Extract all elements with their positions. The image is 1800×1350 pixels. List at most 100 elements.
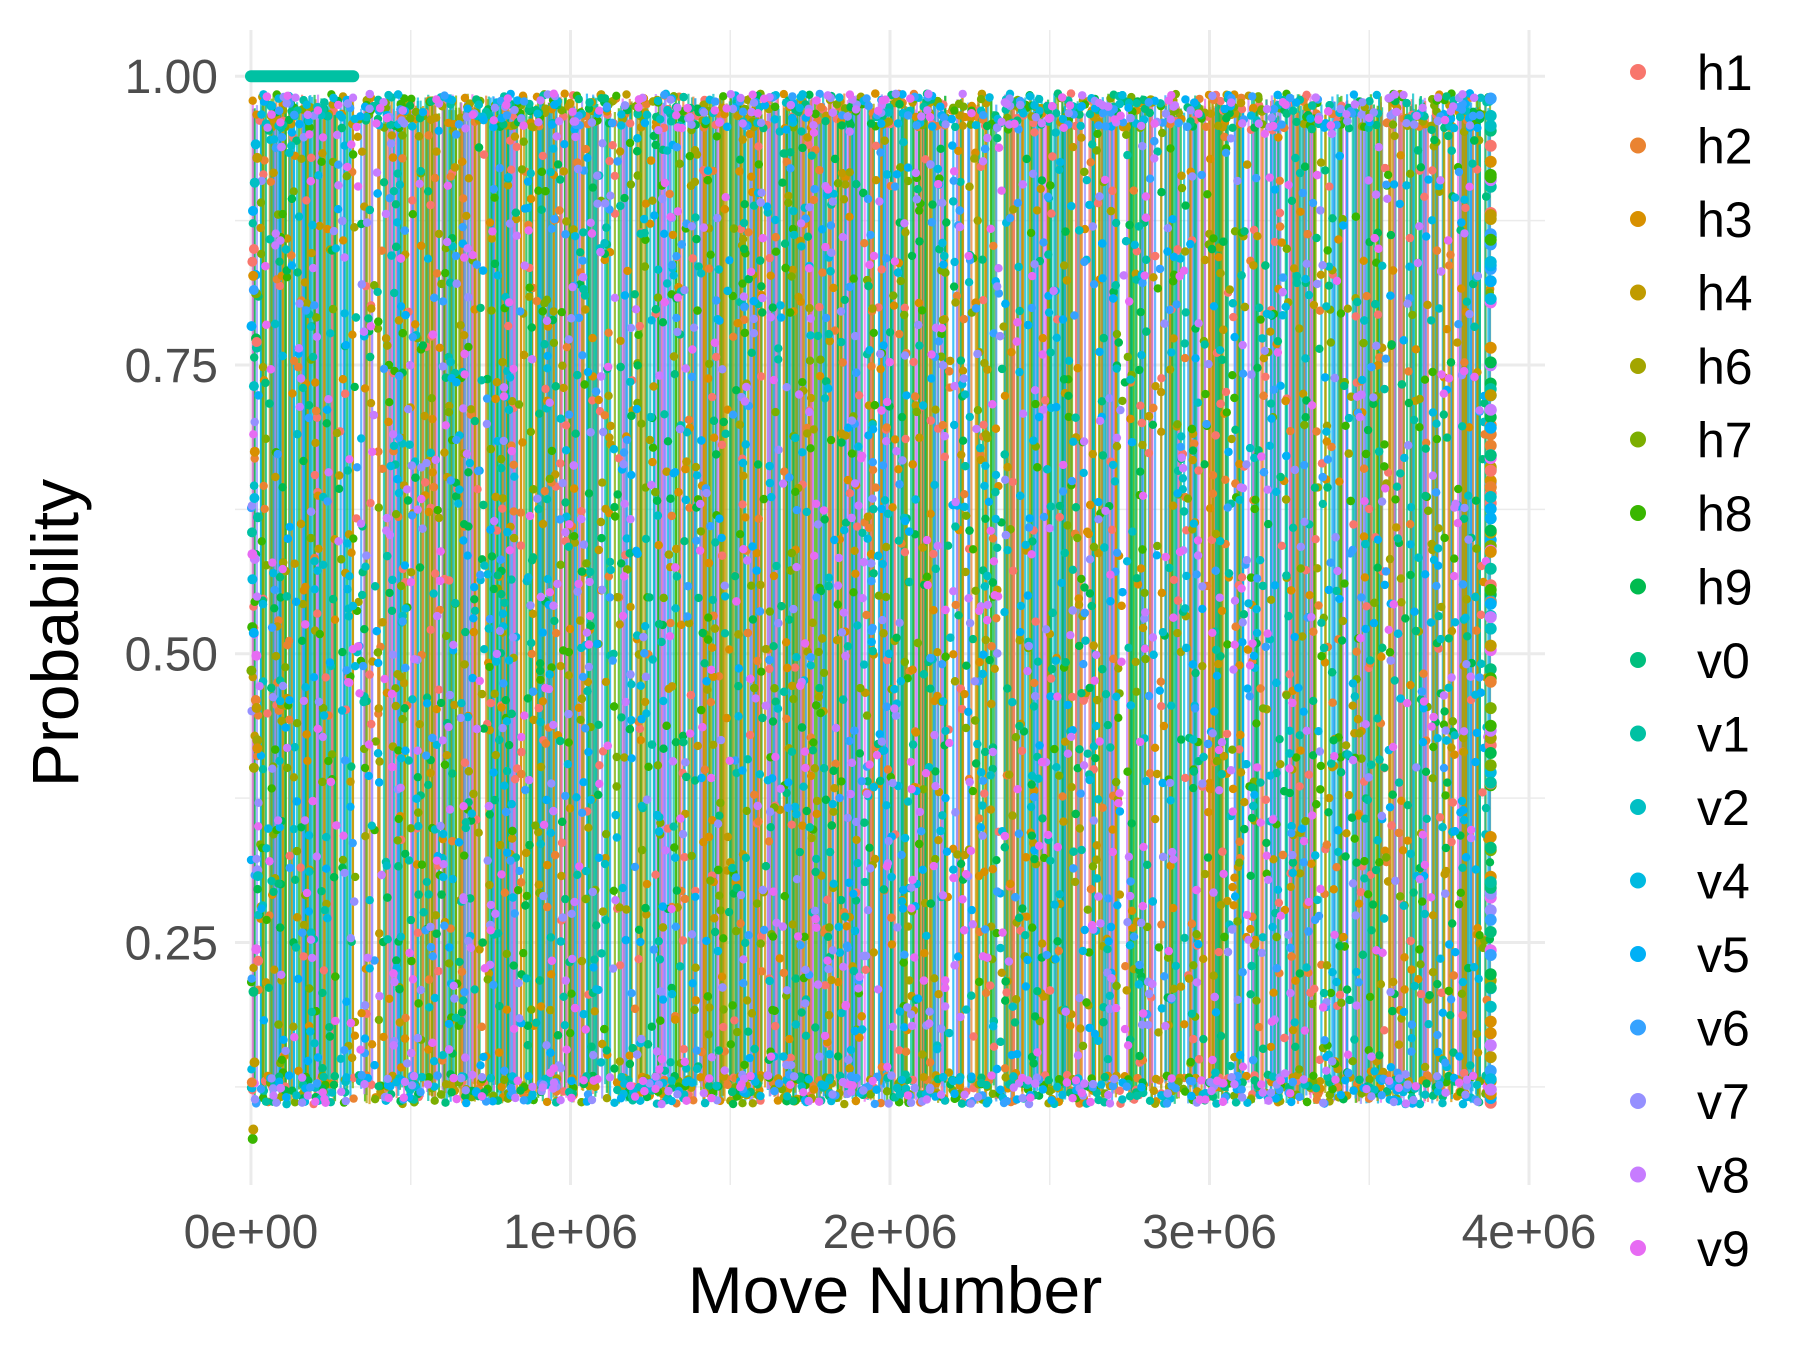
data-point [1295,869,1305,878]
data-point [437,279,446,289]
data-point [931,854,940,864]
data-point [696,1073,705,1082]
data-point [434,685,443,694]
data-point [1389,977,1398,987]
data-point [307,248,316,258]
data-point [1309,627,1318,636]
data-point [900,310,909,320]
data-point [845,168,854,177]
data-point [525,283,534,292]
data-point [811,109,820,119]
data-point [383,341,392,350]
data-point [688,254,697,263]
data-point [385,398,394,407]
data-point [753,656,762,666]
data-point [1280,905,1290,915]
data-point [636,736,645,745]
data-point [625,1051,634,1060]
data-point [1122,986,1131,995]
data-point [1416,960,1425,969]
data-point [367,719,376,729]
data-point [908,460,917,469]
data-point [557,308,566,317]
data-point [1088,449,1098,459]
data-point [950,677,960,686]
data-point [551,628,561,638]
data-point [374,317,383,326]
data-point [1107,525,1117,534]
data-point [1085,683,1094,693]
data-point [1180,353,1190,363]
data-point [1046,181,1055,190]
data-point [894,465,903,474]
data-point [889,301,899,310]
data-point [1441,843,1451,853]
data-point [648,443,658,452]
data-point [377,246,387,255]
data-point [302,196,311,205]
data-point [1062,276,1072,285]
data-point [816,708,825,718]
data-point [283,763,292,773]
data-point [1396,892,1405,901]
data-point [1216,269,1225,278]
data-point [832,636,842,645]
data-point [833,600,842,609]
data-point [851,569,860,578]
data-point [651,870,660,879]
data-point [1392,523,1401,532]
data-point [740,328,749,338]
data-point [900,548,910,557]
data-point [980,789,989,798]
data-point [1340,579,1349,588]
data-point [541,739,550,748]
data-point [623,266,632,276]
data-point [1243,160,1252,169]
data-point [387,131,396,140]
data-point [645,435,655,445]
data-point [260,156,269,165]
data-point [1184,974,1194,983]
data-point [837,168,847,178]
data-point [317,157,326,166]
data-point [388,153,398,162]
data-point [456,321,465,330]
data-point [911,728,921,737]
data-point [576,616,585,625]
data-point [1138,545,1147,554]
data-point [754,817,763,826]
data-point [1243,645,1253,654]
data-point [559,383,568,393]
data-point [717,972,727,981]
data-point [1121,962,1130,971]
data-point [366,498,375,508]
data-point [1201,389,1210,399]
data-point [756,580,765,590]
data-point [1187,919,1197,928]
data-point [997,968,1006,977]
data-point [396,581,406,591]
data-point [1140,588,1149,598]
data-point [812,701,821,710]
data-point [1316,158,1326,167]
data-point [709,672,718,682]
data-point [704,1030,713,1039]
data-point [532,296,542,306]
data-point [710,914,719,923]
data-point [396,672,405,681]
data-point [1151,1074,1161,1084]
data-point [988,534,998,543]
data-point [1166,861,1175,870]
data-point [723,1080,732,1090]
data-point [330,615,340,624]
data-point [725,645,734,654]
data-point [1208,489,1218,498]
data-point [565,804,575,813]
data-point [635,724,645,733]
data-point [305,984,314,993]
data-point [680,853,689,862]
data-point [869,948,878,957]
data-point [838,358,847,367]
data-point [1216,96,1225,106]
